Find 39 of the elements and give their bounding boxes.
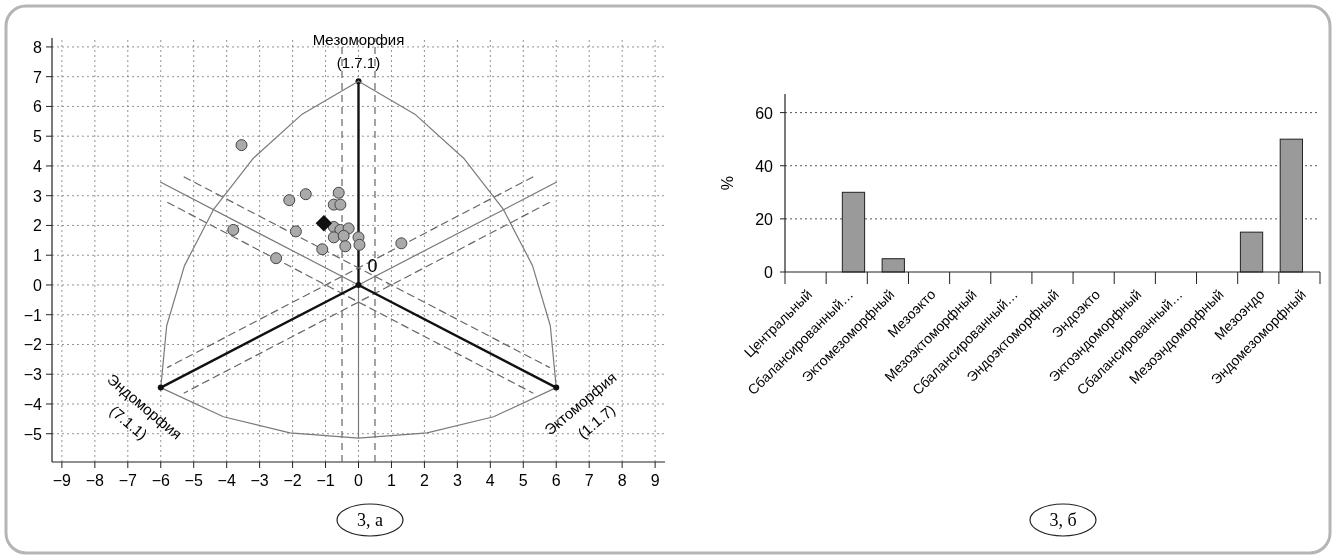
- x-tick-label: −1: [316, 472, 335, 489]
- y-tick-label: 1: [33, 247, 43, 265]
- x-tick-label: 9: [650, 472, 660, 489]
- x-tick-label: 4: [485, 472, 495, 489]
- y-tick-label: 5: [33, 128, 43, 146]
- y-tick-label: 7: [33, 68, 43, 86]
- x-tick-label: −4: [217, 472, 236, 489]
- x-tick-label: −2: [283, 472, 302, 489]
- y-tick-label: 3: [33, 187, 43, 205]
- x-tick-label: −8: [85, 472, 105, 489]
- y-tick-label: 0: [764, 264, 774, 281]
- x-tick-label: −7: [118, 472, 138, 489]
- y-axis-title: %: [719, 175, 736, 191]
- annotation: 0: [367, 255, 378, 276]
- y-tick-label: 20: [755, 210, 774, 228]
- text: 3, б: [1049, 510, 1077, 530]
- x-tick-label: 6: [551, 472, 561, 489]
- x-tick-label: −3: [250, 472, 269, 489]
- x-tick-label: 5: [518, 472, 528, 489]
- y-tick-label: 6: [33, 98, 43, 116]
- annotation: (1.7.1): [336, 54, 381, 72]
- x-tick-label: 7: [584, 472, 594, 489]
- x-tick-label: −5: [184, 472, 203, 489]
- y-tick-label: 8: [33, 38, 43, 56]
- x-tick-label: 0: [354, 472, 364, 489]
- x-tick-label: −9: [52, 472, 72, 489]
- y-tick-label: −4: [23, 395, 43, 413]
- y-tick-label: −5: [23, 425, 43, 443]
- x-tick-label: −6: [151, 472, 170, 489]
- y-tick-label: 4: [33, 157, 43, 175]
- x-tick-label: 2: [419, 472, 429, 489]
- y-tick-label: 40: [755, 157, 774, 175]
- x-tick-label: 1: [387, 472, 396, 489]
- text: 3, а: [357, 510, 383, 530]
- annotation: Мезоморфия: [312, 31, 405, 49]
- x-tick-label: 3: [452, 472, 462, 489]
- y-tick-label: 2: [33, 217, 43, 235]
- x-tick-label: 8: [617, 472, 627, 489]
- y-tick-label: 60: [755, 104, 774, 122]
